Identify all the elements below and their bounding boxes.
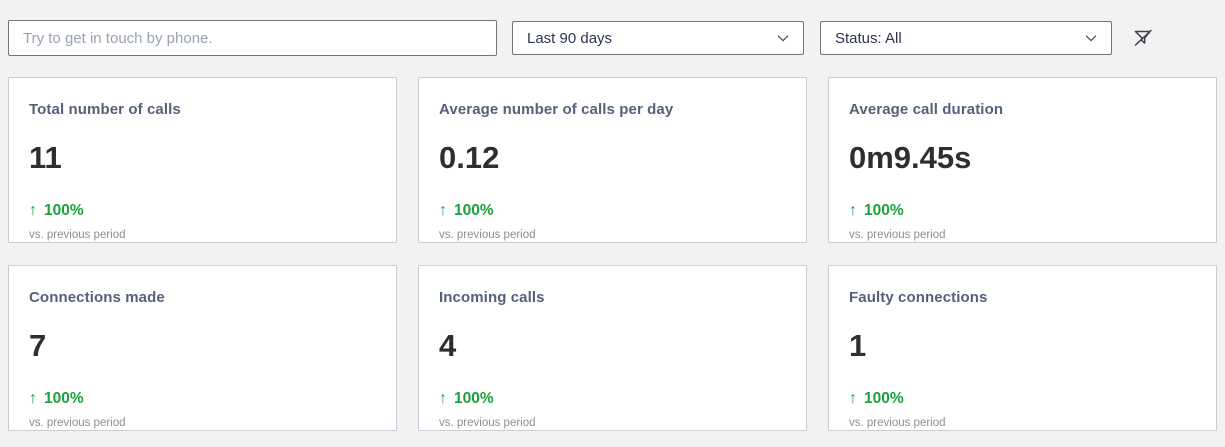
- card-value: 7: [29, 328, 47, 363]
- status-value: Status: All: [835, 29, 902, 47]
- trend-percent: 100%: [44, 390, 84, 407]
- card-title: Average call duration: [849, 101, 1004, 118]
- trend-percent: 100%: [864, 390, 904, 407]
- filter-toolbar: Last 90 days Status: All: [0, 0, 1225, 56]
- card-trend: ↑ 100%: [439, 202, 786, 220]
- trend-up-arrow-icon: ↑: [849, 390, 857, 407]
- status-dropdown[interactable]: Status: All: [820, 21, 1112, 55]
- stats-card-grid: Total number of calls 11 ↑ 100% vs. prev…: [8, 77, 1217, 431]
- trend-percent: 100%: [44, 202, 84, 219]
- clear-filters-button[interactable]: [1130, 25, 1156, 51]
- stat-card: Incoming calls 4 ↑ 100% vs. previous per…: [418, 265, 807, 431]
- card-comparison-note: vs. previous period: [29, 417, 126, 429]
- trend-up-arrow-icon: ↑: [439, 202, 447, 219]
- card-comparison-note: vs. previous period: [849, 417, 946, 429]
- search-input[interactable]: [8, 20, 497, 56]
- card-comparison-note: vs. previous period: [439, 417, 536, 429]
- trend-percent: 100%: [454, 202, 494, 219]
- trend-up-arrow-icon: ↑: [439, 390, 447, 407]
- trend-percent: 100%: [454, 390, 494, 407]
- stat-card: Connections made 7 ↑ 100% vs. previous p…: [8, 265, 397, 431]
- card-trend: ↑ 100%: [849, 390, 1196, 408]
- date-range-value: Last 90 days: [527, 29, 613, 47]
- trend-up-arrow-icon: ↑: [29, 202, 37, 219]
- trend-up-arrow-icon: ↑: [849, 202, 857, 219]
- card-title: Incoming calls: [439, 289, 545, 306]
- trend-percent: 100%: [864, 202, 904, 219]
- card-comparison-note: vs. previous period: [439, 229, 536, 241]
- filter-clear-icon: [1134, 29, 1152, 46]
- date-range-dropdown[interactable]: Last 90 days: [512, 21, 804, 55]
- card-comparison-note: vs. previous period: [29, 229, 126, 241]
- card-trend: ↑ 100%: [29, 390, 376, 408]
- trend-up-arrow-icon: ↑: [29, 390, 37, 407]
- card-value: 1: [849, 328, 867, 363]
- card-value: 11: [29, 140, 62, 175]
- stat-card: Average number of calls per day 0.12 ↑ 1…: [418, 77, 807, 243]
- card-title: Average number of calls per day: [439, 101, 674, 118]
- card-trend: ↑ 100%: [849, 202, 1196, 220]
- card-trend: ↑ 100%: [29, 202, 376, 220]
- card-comparison-note: vs. previous period: [849, 229, 946, 241]
- chevron-down-icon: [777, 35, 789, 42]
- card-value: 0m9.45s: [849, 140, 972, 175]
- card-value: 0.12: [439, 140, 500, 175]
- card-title: Connections made: [29, 289, 165, 306]
- stat-card: Average call duration 0m9.45s ↑ 100% vs.…: [828, 77, 1217, 243]
- stat-card: Faulty connections 1 ↑ 100% vs. previous…: [828, 265, 1217, 431]
- card-trend: ↑ 100%: [439, 390, 786, 408]
- card-title: Faulty connections: [849, 289, 988, 306]
- stat-card: Total number of calls 11 ↑ 100% vs. prev…: [8, 77, 397, 243]
- chevron-down-icon: [1085, 35, 1097, 42]
- card-value: 4: [439, 328, 457, 363]
- card-title: Total number of calls: [29, 101, 181, 118]
